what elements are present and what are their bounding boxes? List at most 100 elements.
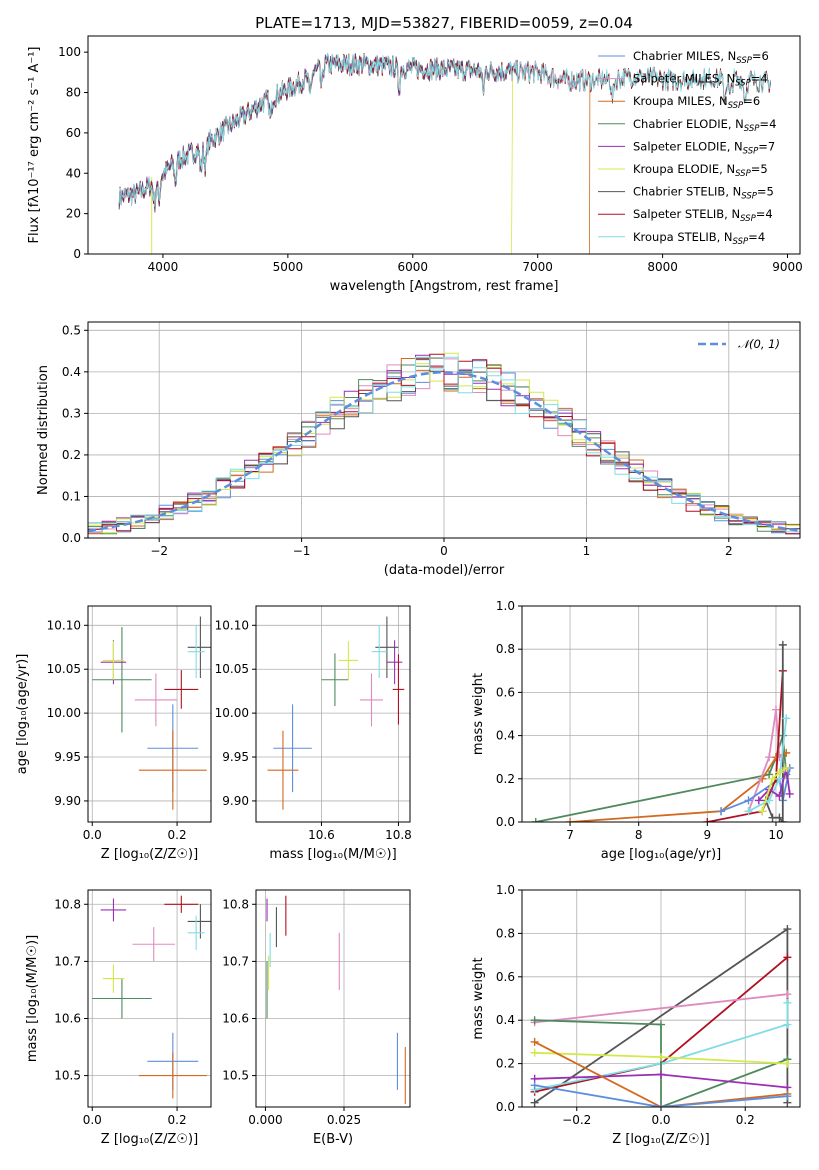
x-tick-label: 8	[635, 828, 643, 842]
y-tick-label: 10.10	[215, 618, 249, 632]
weight-marker	[744, 796, 753, 805]
weight-marker	[758, 807, 767, 816]
x-tick-label: 10.6	[308, 828, 335, 842]
y-tick-label: 9.95	[54, 750, 81, 764]
weight-marker	[782, 764, 791, 772]
plot-area	[88, 352, 800, 535]
legend-series-name: Kroupa STELIB	[633, 230, 717, 244]
legend-series-name: Kroupa ELODIE	[633, 162, 719, 176]
x-tick-label: 7	[566, 828, 574, 842]
legend-nssp-value: 4	[765, 207, 772, 221]
x-tick-label: 9000	[772, 260, 803, 274]
chart-age_vs_mass: 10.6 10.8 9.90 9.95 10.00 10.05 10.10 mass [log…	[215, 605, 412, 862]
axes-frame	[255, 889, 411, 1108]
legend-ssp-subscript: SSP	[744, 124, 760, 134]
plot-area	[118, 52, 771, 254]
legend-nssp-value: 6	[762, 49, 769, 63]
legend-nssp-value: 4	[760, 72, 767, 86]
weight-marker	[775, 813, 784, 822]
y-tick-label: 100	[58, 45, 81, 59]
x-tick-label: 10.8	[385, 828, 412, 842]
y-tick-label: 0.1	[62, 489, 81, 503]
x-tick-label: 0.2	[168, 1113, 187, 1127]
x-tick-label: 1	[583, 544, 591, 558]
y-tick-label: 0	[73, 247, 81, 261]
y-tick-label: 10.05	[47, 662, 81, 676]
y-tick-label: 0.6	[496, 970, 515, 984]
weight-marker	[530, 1048, 539, 1057]
plot-area	[92, 616, 211, 810]
spectrum-line-salpeter-elodie	[118, 53, 512, 213]
legend-equals: =	[759, 117, 769, 131]
legend-n-label: , N	[719, 72, 735, 86]
axes-frame	[255, 605, 411, 823]
legend-n-label: , N	[728, 117, 744, 131]
chart-mass_vs_ebv: 0.000 0.025 10.5 10.6 10.7 10.8 E(B-V)	[222, 889, 411, 1147]
legend-ssp-subscript: SSP	[733, 237, 749, 247]
chart-spectrum: 4000 5000 6000 7000 8000 9000 0 20 40 60 80 100 wave…	[27, 14, 803, 294]
legend-series-name: Salpeter MILES	[633, 72, 719, 86]
legend-label: Salpeter MILES, NSSP=4	[633, 72, 768, 89]
legend-equals: =	[758, 139, 768, 153]
weight-line-salpeter-stelib	[707, 670, 784, 822]
x-axis-label: wavelength [Angstrom, rest frame]	[330, 279, 559, 294]
legend-label: Chabrier ELODIE, NSSP=4	[633, 117, 776, 134]
y-tick-label: 10.00	[215, 706, 249, 720]
plot-area	[92, 895, 211, 1099]
x-tick-label: 0.0	[83, 828, 102, 842]
weight-marker	[530, 1098, 539, 1107]
weight-marker	[783, 990, 792, 999]
weight-marker	[657, 1103, 665, 1107]
x-tick-label: 2	[725, 544, 733, 558]
weight-marker	[530, 1016, 539, 1025]
spectrum-line-kroupa-miles	[118, 53, 591, 254]
x-axis-label: Z [log₁₀(Z/Z☉)]	[612, 1132, 709, 1147]
x-tick-label: 0.2	[736, 1113, 755, 1127]
y-tick-label: 10.8	[54, 897, 81, 911]
legend-label: Kroupa STELIB, NSSP=4	[633, 230, 765, 247]
weight-line-chabrier-elodie	[534, 1019, 788, 1107]
y-tick-label: 9.90	[222, 794, 249, 808]
y-tick-label: 0.8	[496, 642, 515, 656]
y-axis-label: mass weight	[471, 673, 486, 755]
y-tick-label: 0.8	[496, 926, 515, 940]
x-axis-label: (data-model)/error	[384, 563, 505, 578]
x-tick-label: 0.025	[327, 1113, 361, 1127]
y-tick-label: 0.2	[62, 448, 81, 462]
weight-marker	[783, 998, 792, 1007]
axes-frame	[521, 889, 801, 1108]
weight-marker	[765, 753, 774, 762]
weight-marker	[778, 818, 787, 822]
x-tick-label: 5000	[273, 260, 304, 274]
y-axis-label: mass weight	[471, 957, 486, 1039]
weight-marker	[783, 1059, 792, 1068]
legend-equals: =	[751, 72, 761, 86]
spectrum-line-salpeter-miles	[118, 53, 588, 210]
legend-equals: =	[757, 185, 767, 199]
weight-marker	[531, 818, 540, 822]
spectrum-line-chabrier-miles	[118, 52, 588, 208]
legend-label: Salpeter STELIB, NSSP=4	[633, 207, 773, 224]
weight-marker	[768, 774, 777, 783]
plot-area	[267, 616, 405, 810]
axes-frame	[87, 35, 801, 255]
legend-equals: =	[743, 94, 753, 108]
legend-nssp-value: 5	[767, 185, 774, 199]
weight-marker	[778, 640, 787, 649]
y-tick-label: 10.7	[222, 954, 249, 968]
y-tick-label: 0.0	[496, 815, 515, 829]
weight-marker	[744, 807, 753, 816]
x-tick-label: 7000	[522, 260, 553, 274]
y-tick-label: 0.2	[496, 1057, 515, 1071]
legend-label: Chabrier MILES, NSSP=6	[633, 49, 769, 66]
weight-marker	[775, 768, 784, 777]
legend-nssp-value: 7	[768, 139, 775, 153]
spectrum-line-chabrier-elodie	[118, 54, 512, 213]
legend-series-name: Salpeter ELODIE	[633, 139, 727, 153]
y-tick-label: 10.8	[222, 897, 249, 911]
y-tick-label: 0.4	[62, 365, 81, 379]
x-tick-label: 9	[704, 828, 712, 842]
y-tick-label: 10.00	[47, 706, 81, 720]
weight-marker	[775, 792, 784, 801]
x-axis-label: Z [log₁₀(Z/Z☉)]	[101, 1132, 198, 1147]
